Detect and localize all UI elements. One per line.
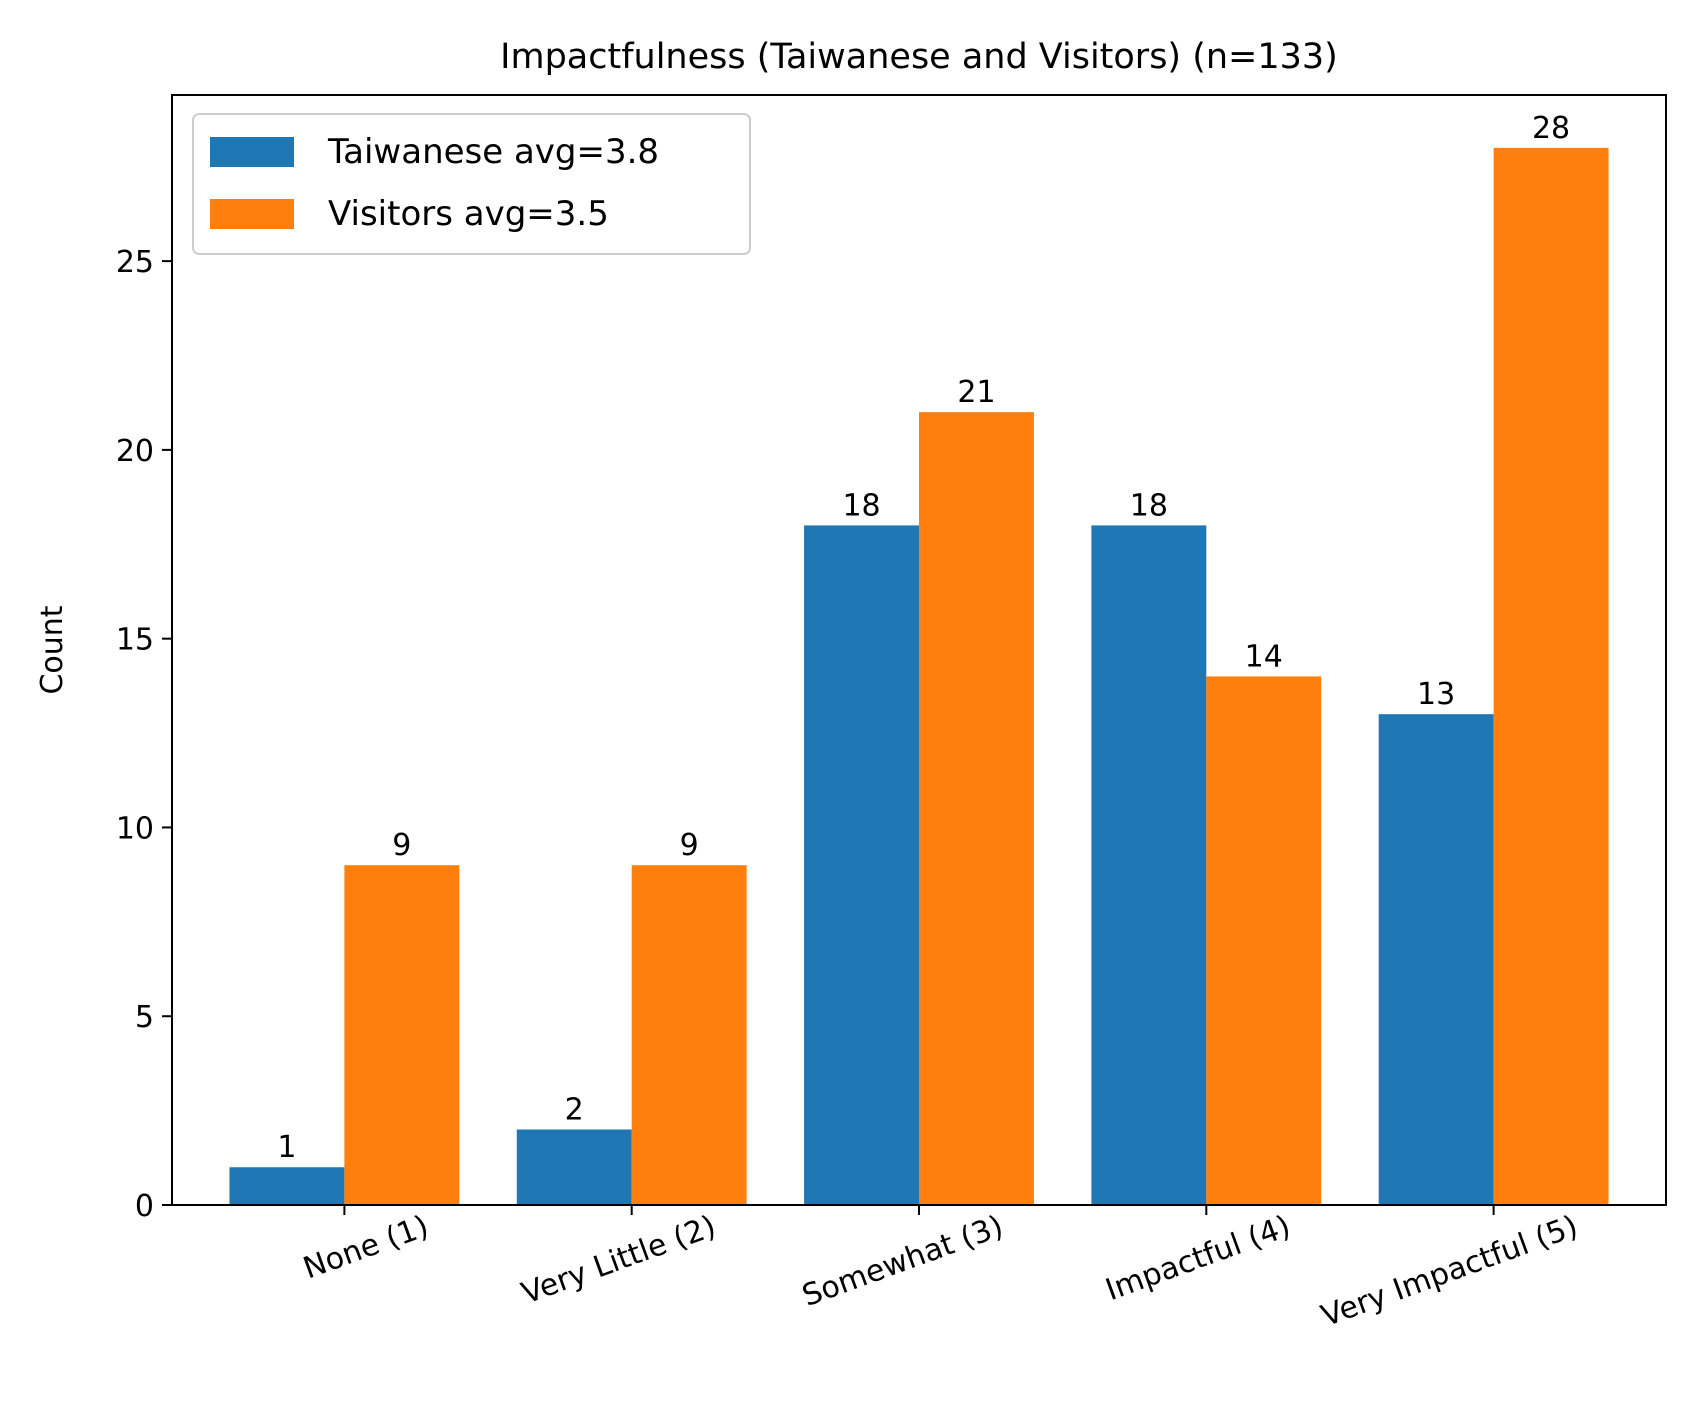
legend-swatch <box>210 137 294 167</box>
y-tick-label: 0 <box>135 1189 154 1224</box>
bars-group <box>229 147 1609 1206</box>
y-tick-label: 25 <box>116 245 154 280</box>
bar-series1-5 <box>1378 714 1494 1205</box>
y-axis: 0 5 10 15 20 25 <box>116 245 172 1224</box>
bar-value-label: 21 <box>957 375 995 410</box>
y-tick-label: 5 <box>135 1000 154 1035</box>
legend-label: Visitors avg=3.5 <box>328 194 609 234</box>
bar-series2-2 <box>631 865 747 1205</box>
bar-series2-5 <box>1493 147 1609 1205</box>
bar-series1-1 <box>229 1167 345 1205</box>
bar-value-label: 18 <box>842 488 880 523</box>
bar-value-label: 2 <box>565 1092 584 1127</box>
y-tick-label: 15 <box>116 623 154 658</box>
bar-value-label: 1 <box>277 1130 296 1165</box>
bar-series2-4 <box>1206 676 1322 1205</box>
legend-label: Taiwanese avg=3.8 <box>327 132 659 172</box>
bar-series1-3 <box>804 525 919 1205</box>
plot-frame <box>171 94 1667 1206</box>
y-tick-label: 20 <box>116 434 154 469</box>
bar-series2-1 <box>344 865 460 1205</box>
bar-value-label: 9 <box>392 828 411 863</box>
bar-series2-3 <box>919 412 1034 1206</box>
chart-title: Impactfulness (Taiwanese and Visitors) (… <box>500 37 1338 77</box>
bar-value-label: 9 <box>680 828 699 863</box>
legend-swatch <box>210 199 294 229</box>
bar-labels-group: 1 2 18 18 13 9 9 21 14 28 <box>277 111 1570 1165</box>
y-axis-label: Count <box>35 605 70 694</box>
bar-series1-4 <box>1091 525 1207 1205</box>
bar-value-label: 18 <box>1130 488 1168 523</box>
y-tick-label: 10 <box>116 811 154 846</box>
bar-value-label: 13 <box>1417 677 1455 712</box>
bar-value-label: 28 <box>1532 111 1570 146</box>
bar-series1-2 <box>516 1129 632 1205</box>
legend-box <box>192 113 751 255</box>
legend: Taiwanese avg=3.8 Visitors avg=3.5 <box>192 113 751 255</box>
bar-value-label: 14 <box>1245 639 1283 674</box>
